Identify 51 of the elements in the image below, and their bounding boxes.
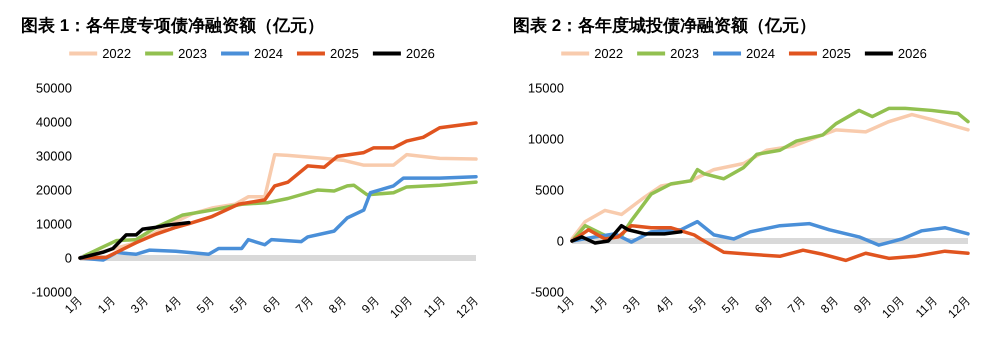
y-tick-label: 10000 (528, 132, 564, 146)
y-tick-label: 20000 (36, 182, 72, 198)
y-tick-label: 10000 (36, 216, 72, 232)
y-tick-label: 5000 (535, 182, 564, 198)
x-tick-label: 8月 (818, 293, 841, 316)
legend-label: 2023 (178, 46, 208, 61)
y-tick-label: 0 (556, 234, 564, 248)
legend-label: 2022 (102, 46, 132, 61)
y-tick-label: 40000 (36, 114, 72, 130)
x-tick-label: 9月 (358, 293, 382, 316)
x-tick-label: 4月 (652, 293, 676, 316)
x-tick-label: 3月 (128, 293, 151, 316)
x-tick-label: 3月 (620, 293, 643, 316)
legend-label: 2022 (594, 46, 624, 61)
y-tick-label: 15000 (528, 80, 564, 96)
legend-label: 2025 (822, 46, 851, 61)
x-tick-label: 7月 (784, 293, 808, 316)
legend-label: 2025 (330, 46, 359, 61)
x-tick-label: 6月 (752, 293, 775, 316)
line-series (78, 220, 191, 260)
legend-label: 2026 (898, 46, 927, 61)
x-tick-label: 1月 (94, 293, 118, 316)
legend-label: 2024 (746, 46, 775, 61)
x-tick-label: 5月 (686, 293, 709, 316)
x-tick-label: 5月 (226, 293, 250, 316)
x-tick-label: 6月 (260, 293, 283, 316)
y-tick-label: -10000 (32, 284, 72, 300)
x-tick-label: 5月 (718, 293, 742, 316)
line-series (570, 224, 683, 245)
x-tick-label: 12月 (945, 293, 973, 321)
line-series (570, 224, 970, 262)
y-tick-label: 30000 (36, 148, 72, 164)
y-tick-label: 50000 (36, 80, 72, 96)
x-tick-label: 10月 (879, 293, 907, 321)
x-tick-label: 9月 (850, 293, 874, 316)
x-tick-label: 10月 (387, 293, 415, 321)
x-tick-label: 8月 (326, 293, 349, 316)
x-tick-label: 4月 (160, 293, 184, 316)
legend-label: 2026 (406, 46, 435, 61)
chart-title: 图表 2：各年度城投债净融资额（亿元） (513, 16, 816, 35)
x-tick-label: 12月 (453, 293, 481, 321)
y-tick-label: -5000 (530, 284, 564, 300)
x-tick-label: 7月 (292, 293, 316, 316)
legend-label: 2023 (670, 46, 700, 61)
y-tick-label: 0 (64, 250, 72, 266)
legend-label: 2024 (254, 46, 283, 61)
x-tick-label: 5月 (194, 293, 217, 316)
x-tick-label: 11月 (420, 293, 448, 320)
chart-title: 图表 1：各年度专项债净融资额（亿元） (21, 16, 324, 35)
x-tick-label: 11月 (912, 293, 940, 320)
x-tick-label: 1月 (586, 293, 610, 316)
